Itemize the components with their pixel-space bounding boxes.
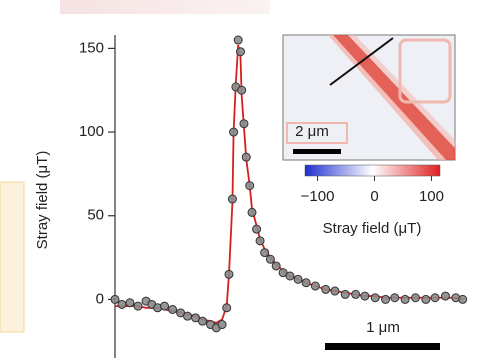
colorbar-tick-label: 0 — [370, 188, 378, 205]
data-point — [361, 292, 369, 300]
data-point — [248, 208, 256, 216]
data-point — [134, 302, 142, 310]
data-point — [322, 285, 330, 293]
data-point — [184, 312, 192, 320]
data-point — [441, 292, 449, 300]
data-point — [234, 36, 242, 44]
colorbar-tick-label: 100 — [419, 188, 444, 205]
data-point — [111, 295, 119, 303]
data-point — [253, 225, 261, 233]
decor-panel — [0, 182, 24, 332]
data-point — [352, 290, 360, 298]
data-point — [459, 295, 467, 303]
data-point — [411, 294, 419, 302]
colorbar-label: Stray field (μT) — [323, 220, 422, 237]
data-point — [218, 321, 226, 329]
data-point — [118, 300, 126, 308]
data-point — [126, 299, 134, 307]
data-point — [242, 153, 250, 161]
inset-map: 2 μm — [283, 35, 455, 160]
data-point — [261, 249, 269, 257]
y-tick-label: 0 — [96, 290, 104, 307]
data-point — [169, 305, 177, 313]
data-point — [256, 237, 264, 245]
inset-scale-label: 2 μm — [295, 123, 329, 140]
colorbar-tick-label: −100 — [301, 188, 335, 205]
scale-bar — [325, 343, 440, 350]
data-point — [240, 120, 248, 128]
data-point — [294, 275, 302, 283]
data-point — [371, 294, 379, 302]
data-point — [401, 295, 409, 303]
y-tick-label: 150 — [79, 39, 104, 56]
data-point — [341, 290, 349, 298]
y-axis-label: Stray field (μT) — [34, 151, 51, 250]
data-point — [302, 279, 310, 287]
data-point — [382, 295, 390, 303]
data-point — [236, 48, 244, 56]
chart: 2 μm Stray field (μT) Stray field (μT) 1… — [0, 0, 480, 358]
data-point — [266, 255, 274, 263]
y-tick-label: 50 — [87, 207, 104, 224]
data-point — [161, 302, 169, 310]
data-point — [223, 304, 231, 312]
decor-strip — [60, 0, 270, 14]
data-point — [225, 270, 233, 278]
data-point — [422, 295, 430, 303]
data-point — [431, 294, 439, 302]
data-point — [199, 317, 207, 325]
data-point — [286, 272, 294, 280]
data-point — [391, 294, 399, 302]
data-point — [272, 262, 280, 270]
colorbar — [305, 165, 440, 176]
data-point — [238, 86, 246, 94]
y-tick-label: 100 — [79, 123, 104, 140]
data-point — [230, 128, 238, 136]
data-point — [331, 287, 339, 295]
data-point — [311, 282, 319, 290]
scale-label: 1 μm — [366, 319, 400, 336]
data-point — [246, 182, 254, 190]
data-point — [228, 195, 236, 203]
